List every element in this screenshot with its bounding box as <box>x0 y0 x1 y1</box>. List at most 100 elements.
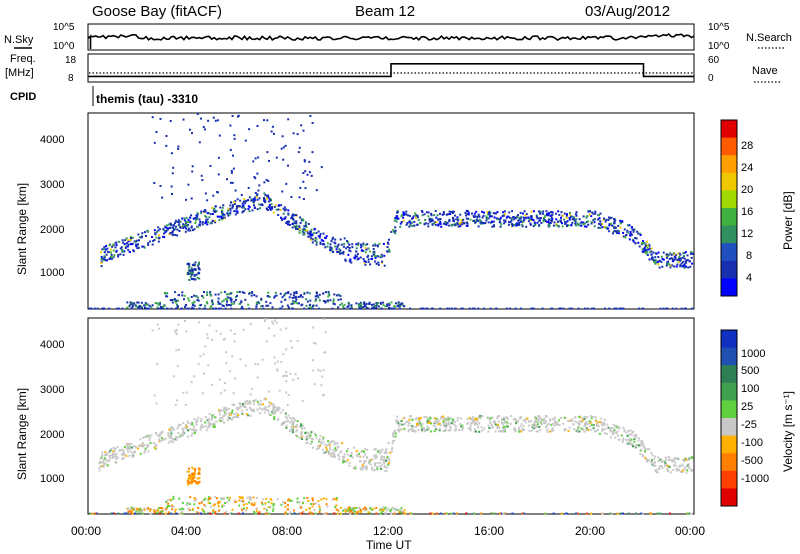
scatter-cell <box>562 214 564 217</box>
scatter-cell <box>264 502 267 505</box>
scatter-cell <box>498 512 501 515</box>
scatter-cell <box>317 447 320 450</box>
scatter-cell <box>395 217 398 220</box>
scatter-cell <box>223 338 226 341</box>
scatter-cell <box>177 323 180 326</box>
scatter-cell <box>547 214 550 217</box>
freq-panel-frame <box>87 53 695 83</box>
scatter-cell <box>394 435 397 438</box>
scatter-cell <box>499 218 502 221</box>
scatter-cell <box>314 239 317 242</box>
scatter-cell <box>236 294 238 297</box>
scatter-cell <box>149 442 152 445</box>
scatter-cell <box>597 425 600 428</box>
scatter-cell <box>652 251 655 254</box>
scatter-cell <box>309 238 312 241</box>
scatter-cell <box>396 304 399 307</box>
scatter-cell <box>522 219 525 222</box>
scatter-cell <box>318 293 321 296</box>
scatter-cell <box>248 496 251 498</box>
scatter-cell <box>641 512 644 515</box>
scatter-cell <box>683 264 685 267</box>
scatter-cell <box>400 428 403 431</box>
scatter-cell <box>603 226 606 229</box>
scatter-cell <box>170 432 173 435</box>
scatter-cell <box>161 507 164 510</box>
scatter-cell <box>169 427 172 430</box>
scatter-cell <box>235 298 237 301</box>
scatter-cell <box>645 252 648 255</box>
scatter-cell <box>498 426 501 429</box>
scatter-cell <box>230 169 233 172</box>
scatter-cell <box>640 512 643 515</box>
scatter-cell <box>247 208 250 211</box>
scatter-cell <box>211 303 214 306</box>
scatter-cell <box>302 502 304 505</box>
scatter-cell <box>152 442 155 444</box>
scatter-cell <box>283 421 285 423</box>
scatter-cell <box>246 199 249 202</box>
scatter-cell <box>165 226 168 229</box>
scatter-cell <box>559 219 562 222</box>
scatter-cell <box>287 393 290 396</box>
scatter-cell <box>88 307 91 310</box>
velocity-y-tick-label: 3000 <box>40 384 64 396</box>
scatter-cell <box>442 419 445 422</box>
scatter-cell <box>542 210 545 213</box>
scatter-cell <box>172 426 174 429</box>
scatter-cell <box>322 369 325 372</box>
scatter-cell <box>197 299 200 302</box>
scatter-cell <box>408 220 411 223</box>
scatter-cell <box>640 445 643 448</box>
scatter-cell <box>304 229 306 232</box>
scatter-cell <box>382 301 385 304</box>
scatter-cell <box>445 422 447 425</box>
scatter-cell <box>142 245 145 248</box>
scatter-cell <box>202 353 205 356</box>
scatter-cell <box>481 210 484 213</box>
scatter-cell <box>428 415 431 418</box>
scatter-cell <box>628 238 631 241</box>
scatter-cell <box>408 421 411 424</box>
scatter-cell <box>337 509 340 512</box>
scatter-cell <box>678 252 681 255</box>
scatter-cell <box>614 431 617 434</box>
scatter-cell <box>219 302 222 305</box>
scatter-cell <box>568 218 571 221</box>
scatter-cell <box>579 420 582 423</box>
scatter-cell <box>633 440 636 443</box>
scatter-cell <box>688 512 690 515</box>
scatter-cell <box>275 406 277 409</box>
scatter-cell <box>184 230 187 233</box>
scatter-cell <box>632 431 635 433</box>
scatter-cell <box>268 401 271 404</box>
scatter-cell <box>449 425 452 428</box>
scatter-cell <box>269 207 272 210</box>
scatter-cell <box>652 259 655 262</box>
scatter-cell <box>489 215 492 218</box>
scatter-cell <box>201 179 204 181</box>
scatter-cell <box>627 433 630 436</box>
scatter-cell <box>220 215 223 218</box>
scatter-cell <box>523 512 526 515</box>
scatter-cell <box>209 292 212 295</box>
power-cbar-tick: 4 <box>746 272 752 284</box>
scatter-cell <box>455 428 458 431</box>
scatter-cell <box>478 417 481 420</box>
scatter-cell <box>583 424 586 427</box>
scatter-cell <box>268 327 271 330</box>
scatter-cell <box>603 217 605 220</box>
scatter-cell <box>298 302 300 305</box>
scatter-cell <box>298 231 301 234</box>
scatter-cell <box>430 218 433 221</box>
scatter-cell <box>386 303 389 306</box>
scatter-cell <box>286 504 289 507</box>
scatter-cell <box>225 407 228 410</box>
scatter-cell <box>444 222 447 225</box>
scatter-cell <box>113 449 116 452</box>
scatter-cell <box>354 255 357 258</box>
scatter-cell <box>427 418 430 421</box>
scatter-cell <box>394 302 397 305</box>
scatter-cell <box>525 417 528 420</box>
power-cbar-tick: 12 <box>741 228 753 240</box>
